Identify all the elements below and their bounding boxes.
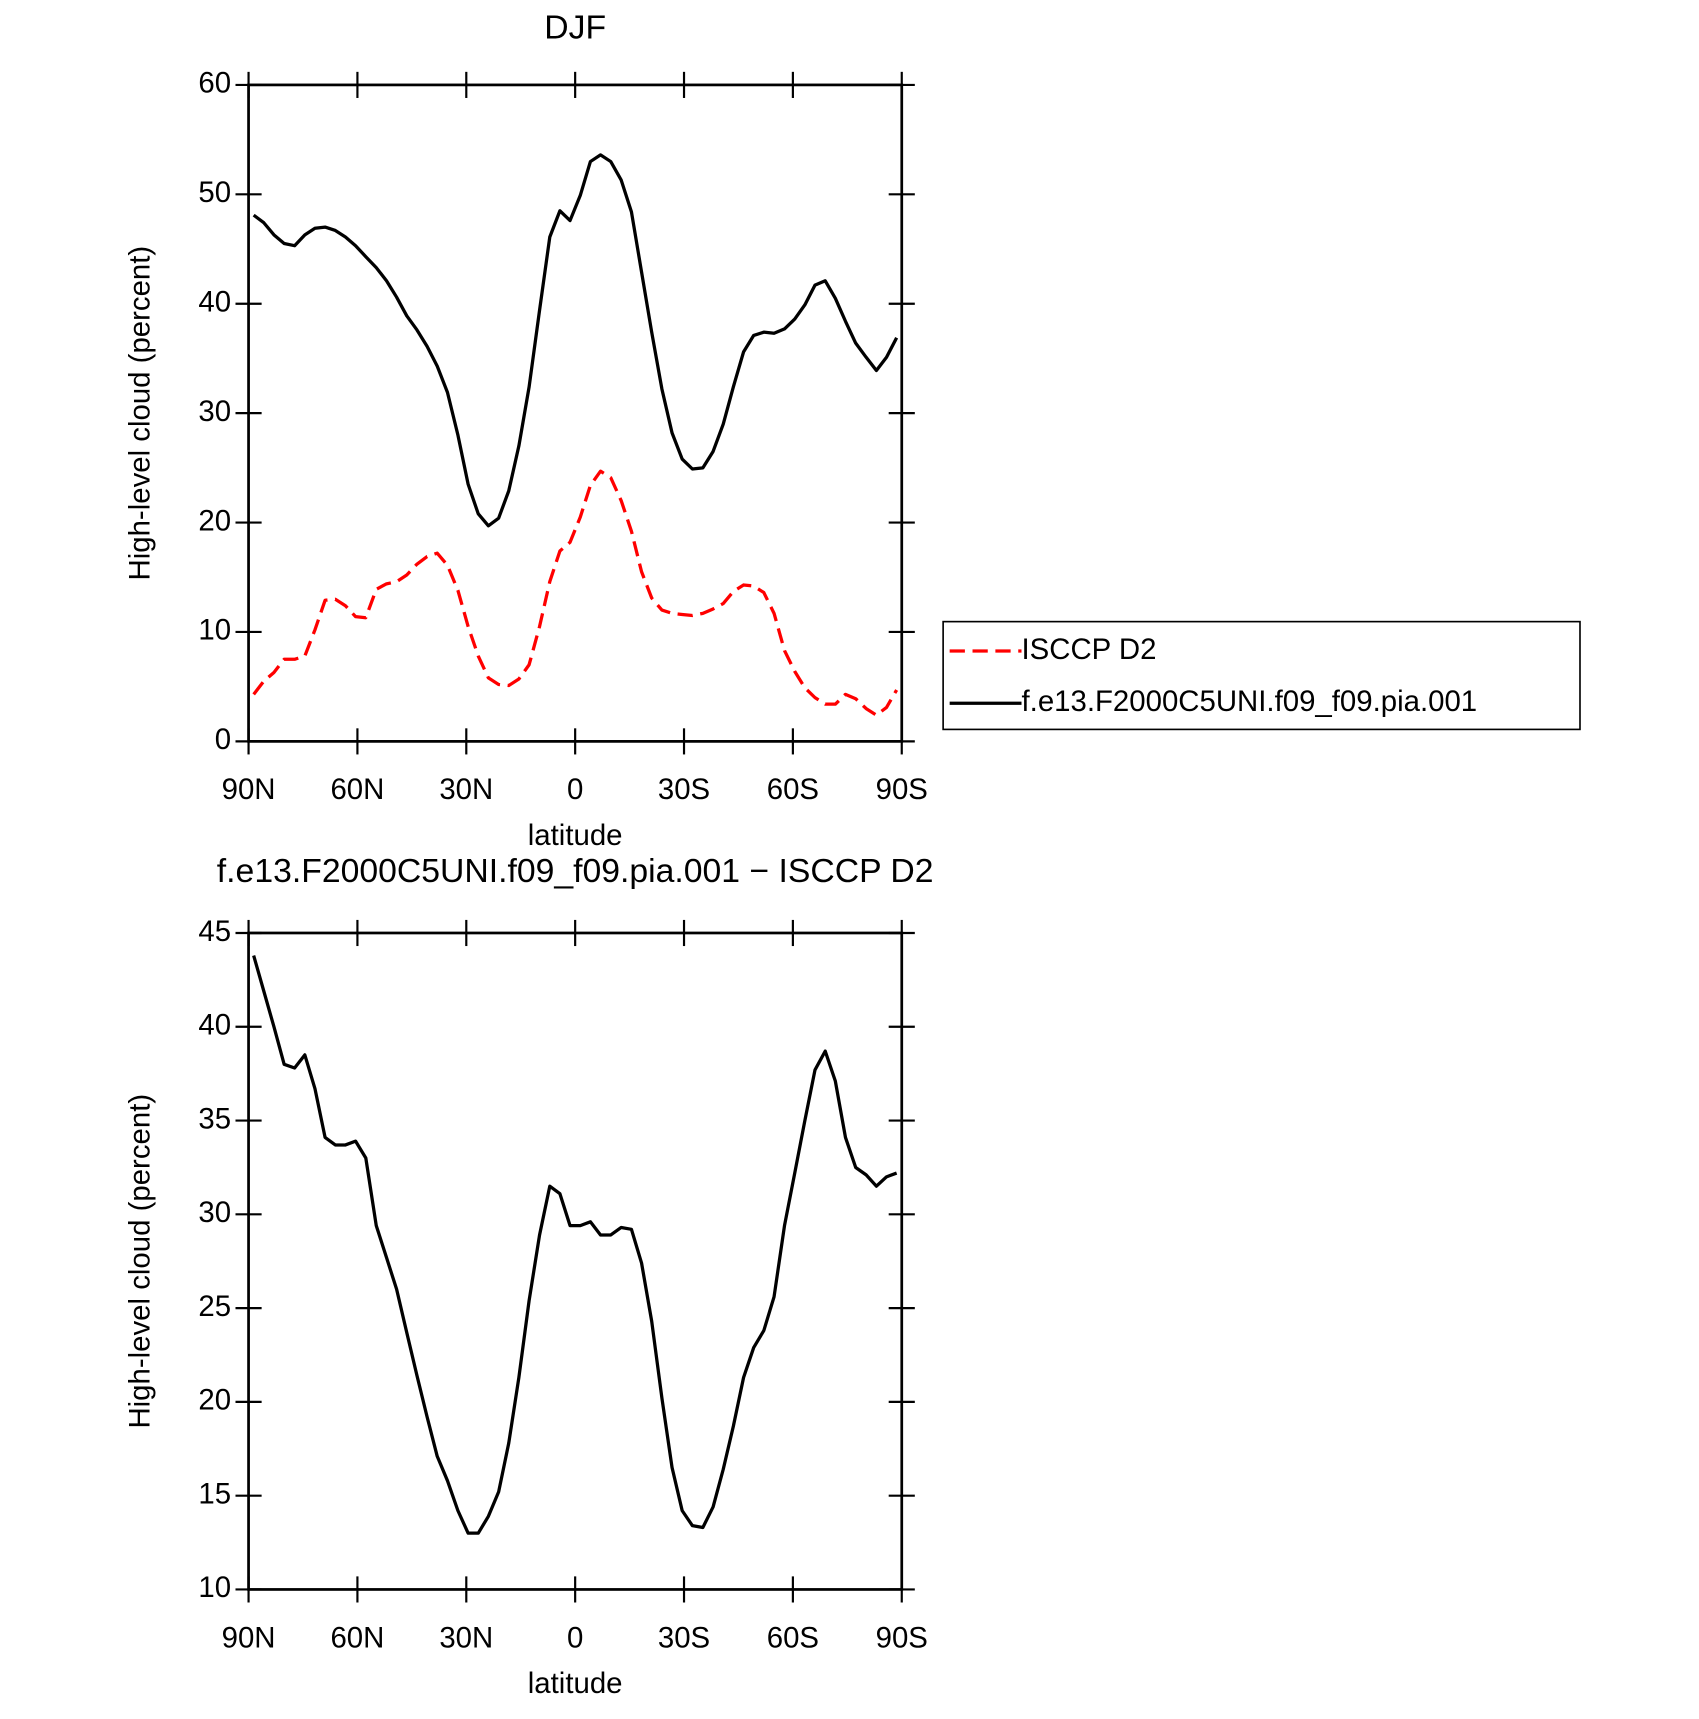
x-tick-label: 60S	[767, 773, 819, 806]
x-tick-label: 90N	[222, 1621, 276, 1654]
y-axis-label: High-level cloud (percent)	[124, 246, 157, 581]
y-tick-label: 30	[198, 395, 231, 428]
y-tick-label: 40	[198, 286, 231, 319]
x-tick-label: 30N	[439, 773, 493, 806]
plot-frame	[247, 83, 904, 743]
y-tick-label: 50	[198, 176, 231, 209]
chart-title: f.e13.F2000C5UNI.f09_f09.pia.001 − ISCCP…	[217, 852, 934, 890]
x-tick-label: 30S	[658, 1621, 710, 1654]
legend-label: f.e13.F2000C5UNI.f09_f09.pia.001	[1022, 685, 1478, 718]
x-tick-label: 30S	[658, 773, 710, 806]
x-tick-label: 0	[567, 1621, 583, 1654]
x-tick-label: 90S	[876, 773, 928, 806]
y-tick-label: 20	[198, 504, 231, 537]
x-axis-label: latitude	[528, 819, 623, 852]
x-tick-label: 60N	[330, 1621, 384, 1654]
y-axis-label: High-level cloud (percent)	[124, 1094, 157, 1429]
y-tick-label: 25	[198, 1290, 231, 1323]
y-tick-label: 45	[198, 915, 231, 948]
x-tick-label: 0	[567, 773, 583, 806]
y-tick-label: 10	[198, 1571, 231, 1604]
series-line	[252, 153, 899, 528]
legend-label: ISCCP D2	[1022, 633, 1157, 666]
x-tick-label: 30N	[439, 1621, 493, 1654]
y-tick-label: 40	[198, 1009, 231, 1042]
series-line	[252, 955, 898, 1535]
series-line	[252, 469, 899, 717]
x-tick-label: 60S	[767, 1621, 819, 1654]
chart-title: DJF	[544, 8, 606, 46]
y-tick-label: 20	[198, 1384, 231, 1417]
x-tick-label: 60N	[330, 773, 384, 806]
x-axis-label: latitude	[528, 1667, 623, 1700]
y-tick-label: 15	[198, 1477, 231, 1510]
y-tick-label: 30	[198, 1196, 231, 1229]
y-tick-label: 0	[215, 723, 231, 756]
plot-frame	[247, 931, 904, 1591]
y-tick-label: 10	[198, 614, 231, 647]
y-tick-label: 60	[198, 67, 231, 100]
x-tick-label: 90N	[222, 773, 276, 806]
legend-box	[942, 620, 1581, 731]
x-tick-label: 90S	[876, 1621, 928, 1654]
y-tick-label: 35	[198, 1102, 231, 1135]
